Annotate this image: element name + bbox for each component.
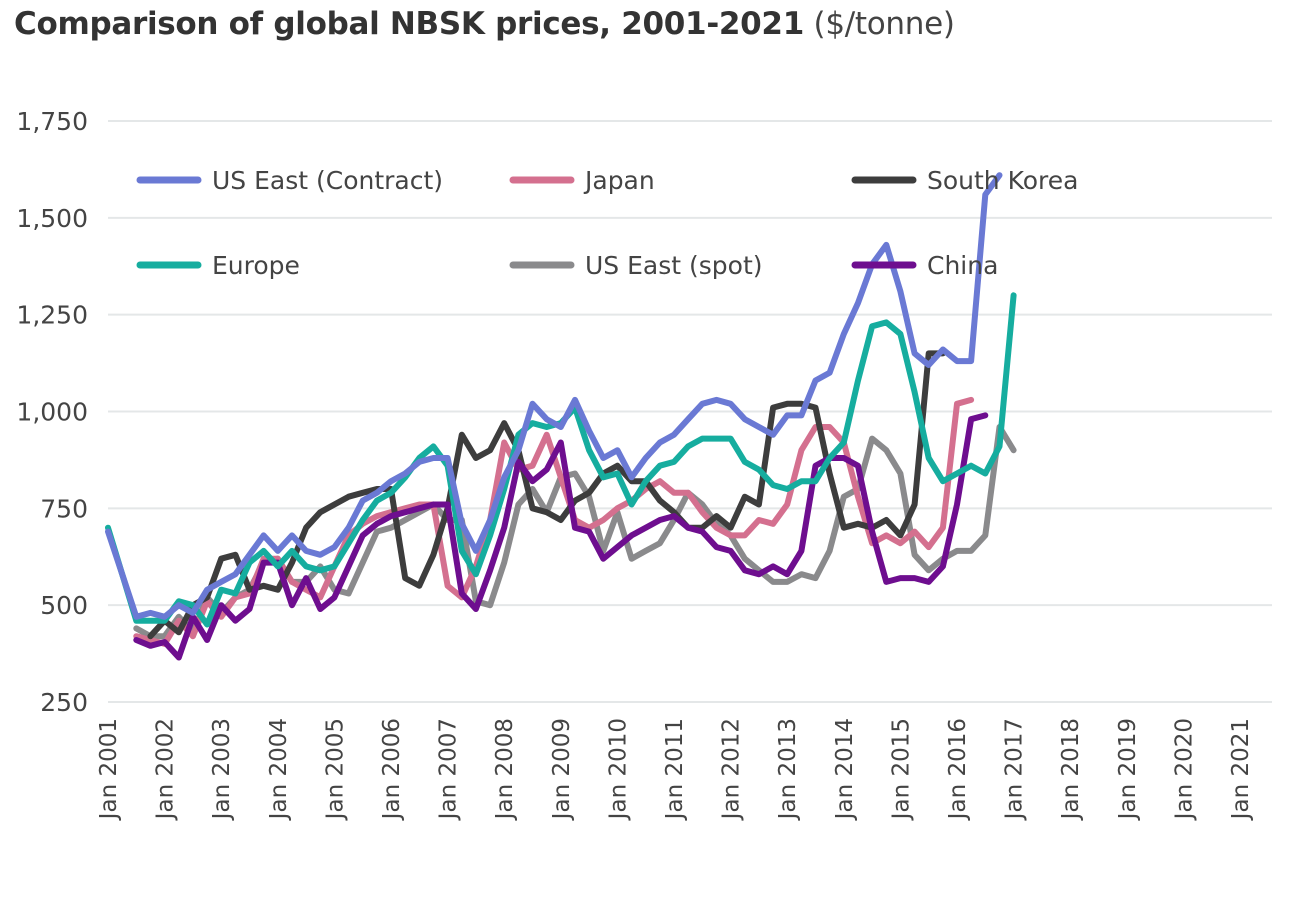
legend-item: US East (spot)	[509, 251, 763, 280]
x-tick-label: Jan 2015	[888, 718, 914, 821]
legend-item: US East (Contract)	[136, 166, 443, 195]
x-tick-label: Jan 2018	[1058, 718, 1084, 821]
y-tick-label: 750	[40, 494, 88, 523]
x-tick-label: Jan 2008	[492, 718, 518, 821]
legend-label: US East (Contract)	[212, 166, 443, 195]
y-axis-tick-labels: 250 500 750 1,000 1,250 1,500 1,750	[16, 107, 88, 717]
x-tick-label: Jan 2014	[832, 718, 858, 821]
gridlines	[108, 120, 1272, 703]
x-tick-label: Jan 2001	[96, 718, 122, 821]
legend-label: South Korea	[927, 166, 1078, 195]
legend-label: Europe	[212, 251, 300, 280]
legend-item: Europe	[136, 251, 300, 280]
series-line-us-east-contract	[105, 172, 1003, 620]
y-tick-label: 1,500	[16, 204, 88, 233]
legend-item: South Korea	[851, 166, 1078, 195]
x-tick-label: Jan 2006	[379, 718, 405, 821]
x-tick-label: Jan 2009	[549, 718, 575, 821]
x-tick-label: Jan 2019	[1115, 718, 1141, 821]
x-tick-label: Jan 2016	[945, 718, 971, 821]
legend-label: China	[927, 251, 998, 280]
x-tick-label: Jan 2020	[1171, 718, 1197, 821]
x-tick-label: Jan 2013	[775, 718, 801, 821]
x-tick-label: Jan 2010	[605, 718, 631, 821]
x-tick-label: Jan 2021	[1228, 718, 1254, 821]
legend-label: US East (spot)	[585, 251, 763, 280]
series-lines	[105, 172, 1017, 661]
x-tick-label: Jan 2011	[662, 718, 688, 821]
x-tick-label: Jan 2004	[266, 718, 292, 821]
x-tick-label: Jan 2003	[209, 718, 235, 821]
legend-item: China	[851, 251, 998, 280]
chart-title-main: Comparison of global NBSK prices, 2001-2…	[14, 6, 804, 42]
y-tick-label: 1,250	[16, 301, 88, 330]
y-tick-label: 1,000	[16, 398, 88, 427]
legend-item: Japan	[509, 166, 655, 195]
legend: US East (Contract) Japan South Korea Europe…	[136, 166, 1078, 280]
x-tick-label: Jan 2007	[436, 718, 462, 821]
x-axis-tick-labels: Jan 2001 Jan 2002 Jan 2003 Jan 2004 Jan 2005…	[96, 718, 1254, 821]
x-tick-label: Jan 2017	[1002, 718, 1028, 821]
y-tick-label: 500	[40, 591, 88, 620]
x-tick-label: Jan 2012	[719, 718, 745, 821]
y-tick-label: 1,750	[16, 107, 88, 136]
series-line-south-korea	[147, 350, 946, 640]
x-tick-label: Jan 2002	[153, 718, 179, 821]
legend-label: Japan	[583, 166, 655, 195]
x-tick-label: Jan 2005	[322, 718, 348, 821]
chart-title-unit: ($/tonne)	[813, 6, 955, 42]
y-tick-label: 250	[40, 688, 88, 717]
chart-title: Comparison of global NBSK prices, 2001-2…	[14, 6, 955, 42]
